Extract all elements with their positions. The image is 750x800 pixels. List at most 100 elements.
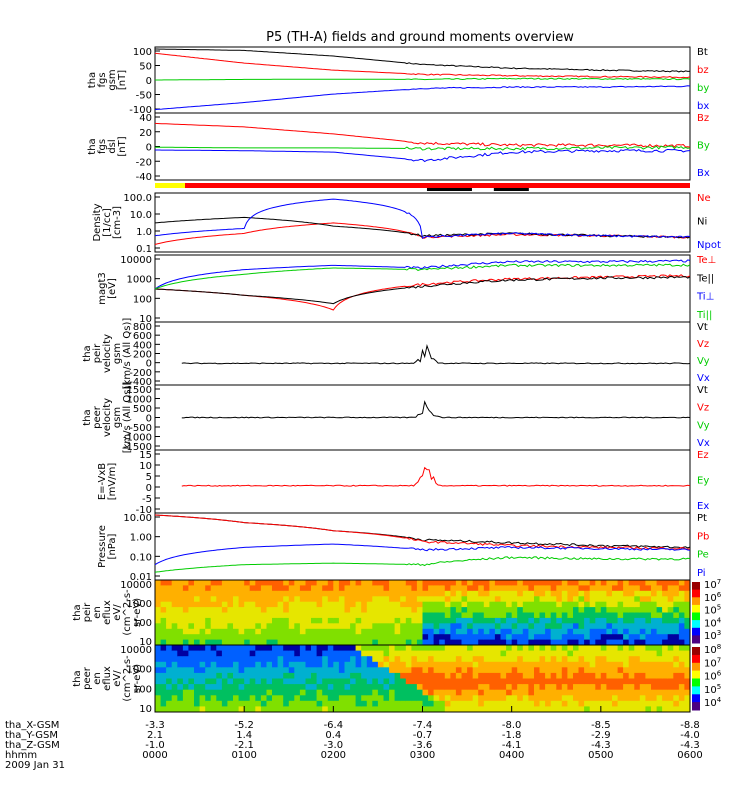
- spectrogram-cell: [210, 585, 217, 592]
- spectrogram-cell: [617, 601, 624, 608]
- spectrogram-cell: [277, 700, 284, 707]
- spectrogram-cell: [678, 667, 685, 674]
- spectrogram-cell: [283, 656, 290, 663]
- spectrogram-cell: [394, 634, 401, 641]
- spectrogram-cell: [483, 580, 490, 586]
- spectrogram-cell: [194, 607, 201, 613]
- spectrogram-cell: [155, 590, 162, 597]
- spectrogram-cell: [216, 580, 223, 586]
- series-line-Vt: [181, 343, 691, 365]
- spectrogram-cell: [550, 695, 557, 702]
- spectrogram-cell: [450, 700, 457, 707]
- spectrogram-cell: [483, 623, 490, 630]
- spectrogram-cell: [199, 695, 206, 702]
- spectrogram-cell: [350, 607, 357, 613]
- status-bar-black: [426, 188, 472, 191]
- spectrogram-cell: [277, 678, 284, 685]
- spectrogram-cell: [316, 628, 323, 635]
- spectrogram-cell: [350, 590, 357, 597]
- spectrogram-cell: [416, 695, 423, 702]
- spectrogram-cell: [433, 607, 440, 613]
- spectrogram-cell: [534, 672, 541, 679]
- spectrogram-cell: [199, 634, 206, 641]
- spectrogram-cell: [405, 689, 412, 696]
- spectrogram-cell: [260, 580, 267, 586]
- y-tick-label: -500: [129, 423, 152, 434]
- spectrogram-cell: [684, 650, 691, 657]
- spectrogram-cell: [405, 601, 412, 608]
- spectrogram-cell: [221, 628, 228, 635]
- spectrogram-cell: [455, 596, 462, 603]
- spectrogram-cell: [461, 639, 468, 646]
- spectrogram-cell: [411, 672, 418, 679]
- colorbar-label: 107: [704, 656, 721, 669]
- spectrogram-cell: [595, 590, 602, 597]
- spectrogram-cell: [455, 607, 462, 613]
- spectrogram-cell: [355, 596, 362, 603]
- spectrogram-cell: [227, 585, 234, 592]
- spectrogram-cell: [405, 639, 412, 646]
- spectrogram-cell: [511, 700, 518, 707]
- spectrogram-cell: [639, 612, 646, 619]
- spectrogram-cell: [628, 706, 635, 713]
- spectrogram-cell: [550, 628, 557, 635]
- spectrogram-cell: [528, 656, 535, 663]
- spectrogram-cell: [400, 656, 407, 663]
- spectrogram-cell: [355, 695, 362, 702]
- spectrogram-cell: [584, 678, 591, 685]
- spectrogram-cell: [272, 645, 279, 652]
- spectrogram-cell: [639, 639, 646, 646]
- spectrogram-cell: [534, 695, 541, 702]
- spectrogram-cell: [171, 661, 178, 668]
- spectrogram-cell: [333, 678, 340, 685]
- spectrogram-cell: [338, 645, 345, 652]
- spectrogram-cell: [205, 684, 212, 691]
- spectrogram-cell: [478, 623, 485, 630]
- spectrogram-cell: [249, 678, 256, 685]
- spectrogram-cell: [478, 585, 485, 592]
- spectrogram-cell: [600, 661, 607, 668]
- spectrogram-cell: [639, 585, 646, 592]
- spectrogram-cell: [210, 684, 217, 691]
- spectrogram-cell: [299, 667, 306, 674]
- y-tick-label: 1000: [127, 599, 152, 610]
- spectrogram-cell: [188, 667, 195, 674]
- spectrogram-cell: [322, 590, 329, 597]
- spectrogram-cell: [411, 596, 418, 603]
- spectrogram-cell: [311, 607, 318, 613]
- spectrogram-cell: [684, 689, 691, 696]
- spectrogram-cell: [205, 706, 212, 713]
- spectrogram-cell: [394, 650, 401, 657]
- spectrogram-cell: [166, 650, 173, 657]
- spectrogram-cell: [517, 607, 524, 613]
- spectrogram-cell: [578, 585, 585, 592]
- spectrogram-cell: [617, 585, 624, 592]
- spectrogram-cell: [662, 639, 669, 646]
- spectrogram-cell: [377, 667, 384, 674]
- spectrogram-cell: [639, 623, 646, 630]
- y-tick-label: 5: [146, 472, 152, 483]
- legend-entry: Vz: [697, 403, 709, 414]
- spectrogram-cell: [372, 634, 379, 641]
- spectrogram-cell: [305, 656, 312, 663]
- spectrogram-cell: [561, 672, 568, 679]
- spectrogram-cell: [656, 585, 663, 592]
- spectrogram-cell: [483, 650, 490, 657]
- ephemeris-value: 0300: [410, 750, 435, 761]
- spectrogram-cell: [623, 601, 630, 608]
- spectrogram-cell: [623, 628, 630, 635]
- legend-entry: Ni: [697, 217, 707, 228]
- spectrogram-cell: [155, 672, 162, 679]
- spectrogram-cell: [221, 634, 228, 641]
- spectrogram-cell: [578, 656, 585, 663]
- spectrogram-cell: [299, 656, 306, 663]
- spectrogram-cell: [389, 596, 396, 603]
- spectrogram-cell: [634, 706, 641, 713]
- spectrogram-cell: [506, 645, 513, 652]
- spectrogram-cell: [394, 607, 401, 613]
- spectrogram-cell: [305, 700, 312, 707]
- spectrogram-cell: [205, 580, 212, 586]
- y-axis-label: velocity: [102, 334, 113, 373]
- spectrogram-cell: [338, 607, 345, 613]
- spectrogram-cell: [645, 684, 652, 691]
